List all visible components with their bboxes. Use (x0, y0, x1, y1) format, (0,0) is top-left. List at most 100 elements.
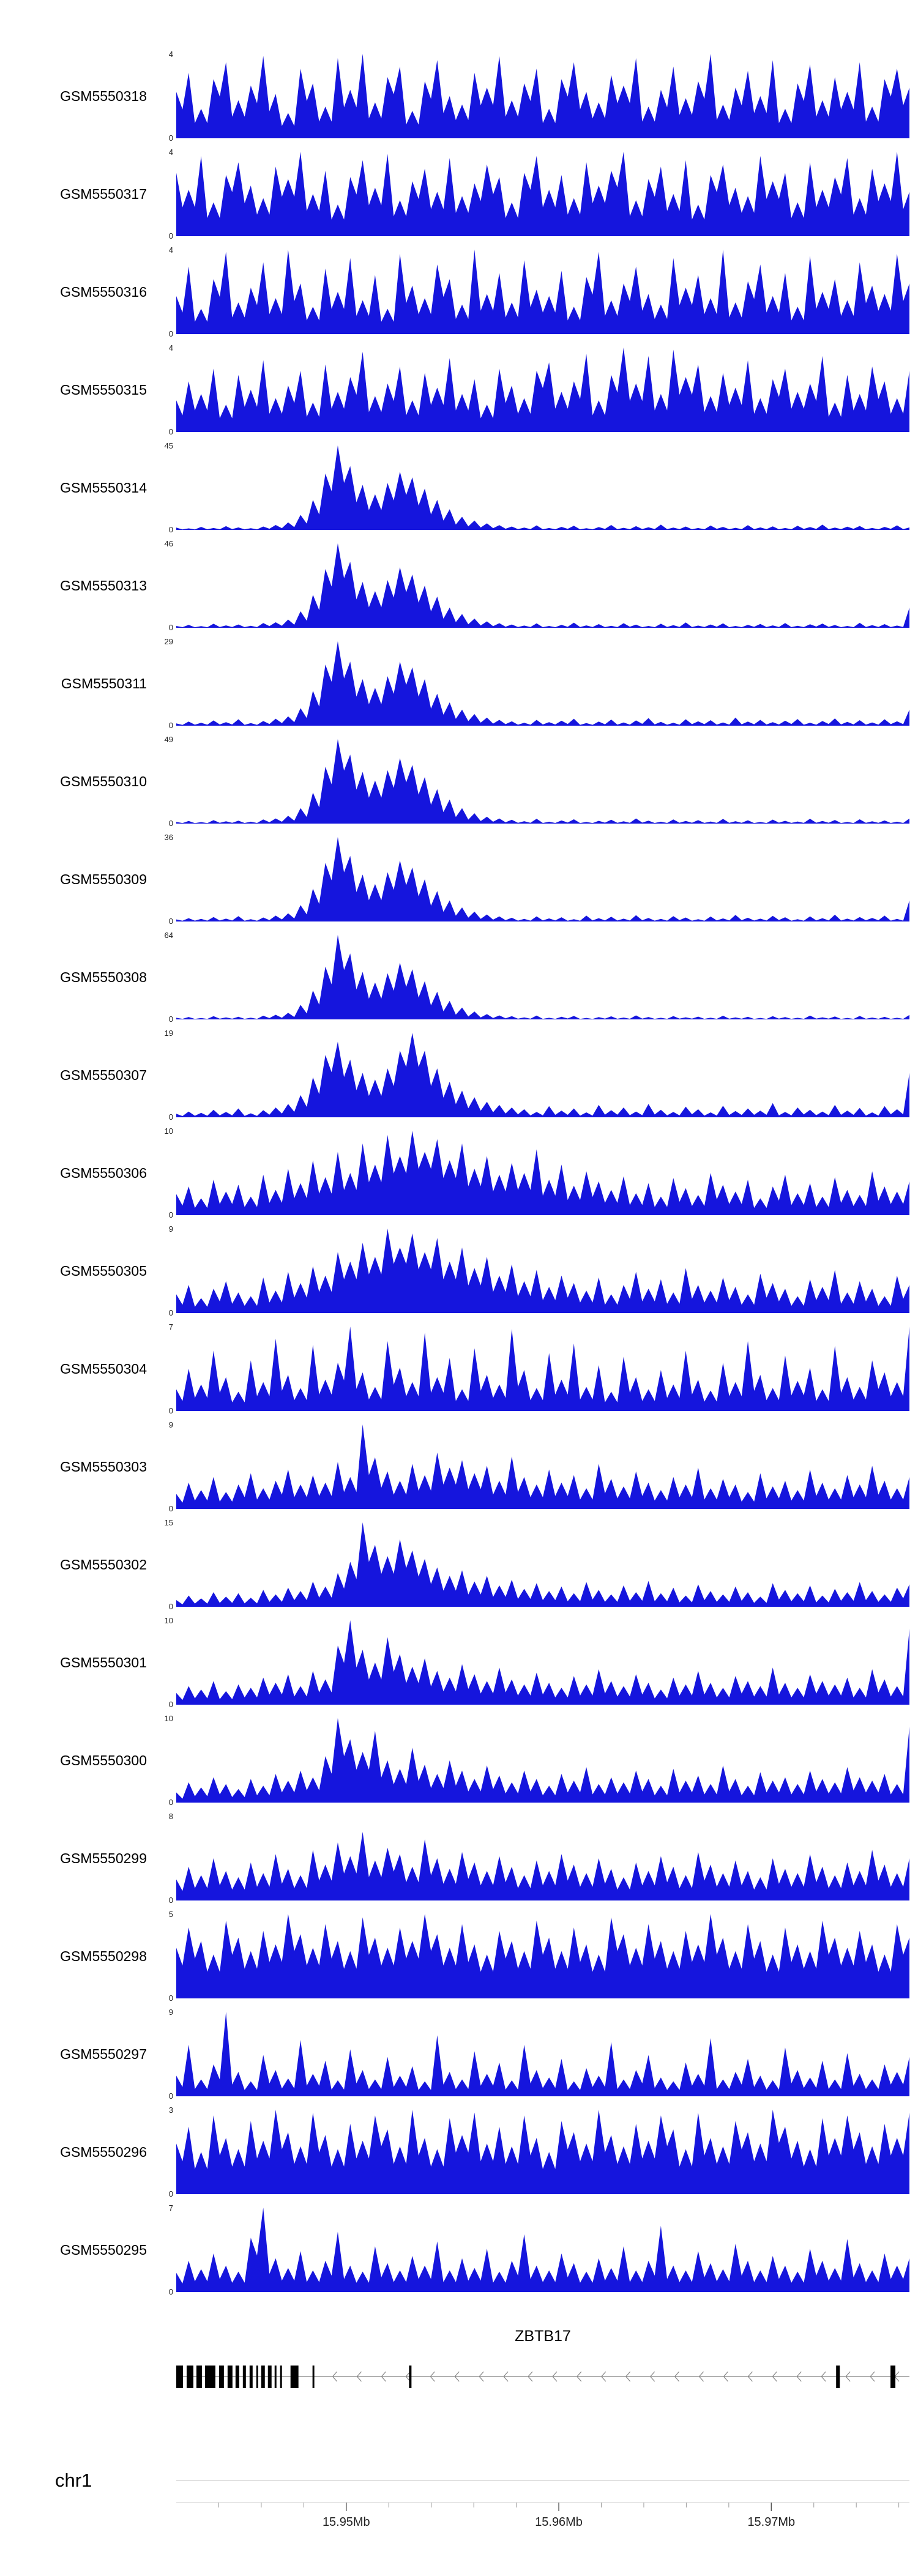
track-area-chart (176, 935, 909, 1019)
exon-block (218, 2366, 224, 2388)
gene-annotation-track: ZBTB17 (0, 2328, 918, 2400)
track-ymin-label: 0 (168, 2287, 173, 2296)
track-ymin-label: 0 (168, 1014, 173, 1024)
track-area-chart (176, 250, 909, 334)
track-area-chart (176, 1914, 909, 1998)
coverage-track-row: GSM5550309 36 0 (0, 833, 918, 926)
exon-block (290, 2366, 299, 2388)
strand-arrows (332, 2371, 900, 2382)
track-y-axis: 4 0 (153, 50, 176, 143)
coverage-track-row: GSM5550318 4 0 (0, 50, 918, 143)
track-y-axis: 15 0 (153, 1518, 176, 1611)
coverage-track-row: GSM5550297 9 0 (0, 2008, 918, 2101)
track-ymin-label: 0 (168, 2091, 173, 2101)
track-y-axis: 4 0 (153, 245, 176, 338)
track-ymin-label: 0 (168, 1798, 173, 1807)
coverage-track-row: GSM5550307 19 0 (0, 1029, 918, 1122)
track-y-axis: 49 0 (153, 735, 176, 828)
exon-block (256, 2366, 258, 2388)
track-area-chart (176, 2012, 909, 2096)
track-ymax-label: 46 (164, 539, 173, 548)
coverage-track-row: GSM5550296 3 0 (0, 2105, 918, 2198)
track-label: GSM5550299 (60, 1850, 147, 1866)
coverage-polygon (176, 54, 909, 138)
exon-block (280, 2366, 282, 2388)
track-label: GSM5550307 (60, 1067, 147, 1083)
track-ymax-label: 7 (168, 2203, 173, 2213)
coverage-polygon (176, 1522, 909, 1607)
track-y-axis: 9 0 (153, 1420, 176, 1513)
track-ymax-label: 8 (168, 1812, 173, 1821)
exon-block (312, 2366, 315, 2388)
coverage-polygon (176, 2208, 909, 2292)
exon-block (235, 2366, 239, 2388)
exon-block (204, 2366, 215, 2388)
coverage-track-row: GSM5550295 7 0 (0, 2203, 918, 2296)
coverage-polygon (176, 2012, 909, 2096)
coverage-polygon (176, 1131, 909, 1215)
track-ymax-label: 10 (164, 1126, 173, 1136)
axis-tick-label: 15.97Mb (747, 2515, 795, 2529)
coverage-polygon (176, 1718, 909, 1803)
track-label: GSM5550313 (60, 577, 147, 594)
track-area-chart (176, 1816, 909, 1900)
coverage-track-row: GSM5550305 9 0 (0, 1224, 918, 1317)
genome-axis-track: chr1 15.95Mb 15.96Mb 15.97Mb (0, 2470, 918, 2545)
coverage-track-row: GSM5550303 9 0 (0, 1420, 918, 1513)
track-y-axis: 10 0 (153, 1616, 176, 1709)
track-ymax-label: 10 (164, 1714, 173, 1723)
coverage-track-row: GSM5550300 10 0 (0, 1714, 918, 1807)
coverage-track-row: GSM5550317 4 0 (0, 147, 918, 240)
track-ymax-label: 64 (164, 931, 173, 940)
exon-block (249, 2366, 253, 2388)
track-label: GSM5550308 (60, 969, 147, 985)
track-y-axis: 9 0 (153, 1224, 176, 1317)
coverage-track-row: GSM5550313 46 0 (0, 539, 918, 632)
gene-name-label: ZBTB17 (515, 2328, 571, 2345)
track-ymax-label: 5 (168, 1910, 173, 1919)
track-ymax-label: 4 (168, 343, 173, 352)
track-ymin-label: 0 (168, 1210, 173, 1219)
track-ymax-label: 10 (164, 1616, 173, 1625)
track-label: GSM5550310 (60, 773, 147, 789)
track-y-axis: 10 0 (153, 1714, 176, 1807)
track-label: GSM5550316 (60, 283, 147, 300)
track-y-axis: 9 0 (153, 2008, 176, 2101)
track-ymax-label: 15 (164, 1518, 173, 1527)
coverage-polygon (176, 837, 909, 921)
coverage-track-row: GSM5550315 4 0 (0, 343, 918, 436)
track-ymax-label: 9 (168, 1224, 173, 1234)
track-y-axis: 5 0 (153, 1910, 176, 2003)
coverage-polygon (176, 445, 909, 530)
track-y-axis: 45 0 (153, 441, 176, 534)
coverage-polygon (176, 348, 909, 432)
track-ymax-label: 4 (168, 50, 173, 59)
gene-model (176, 2354, 909, 2400)
exon-block (274, 2366, 277, 2388)
coverage-polygon (176, 1229, 909, 1313)
track-ymin-label: 0 (168, 1504, 173, 1513)
exon-block (186, 2366, 193, 2388)
track-ymax-label: 36 (164, 833, 173, 842)
track-ymax-label: 49 (164, 735, 173, 744)
exon-block (267, 2366, 272, 2388)
coverage-track-row: GSM5550299 8 0 (0, 1812, 918, 1905)
track-y-axis: 29 0 (153, 637, 176, 730)
coverage-track-row: GSM5550308 64 0 (0, 931, 918, 1024)
track-ymin-label: 0 (168, 1112, 173, 1122)
track-area-chart (176, 1033, 909, 1117)
track-area-chart (176, 445, 909, 530)
track-ymax-label: 7 (168, 1322, 173, 1331)
track-area-chart (176, 152, 909, 236)
track-area-chart (176, 641, 909, 726)
track-ymin-label: 0 (168, 427, 173, 436)
track-y-axis: 10 0 (153, 1126, 176, 1219)
track-ymin-label: 0 (168, 1308, 173, 1317)
track-ymax-label: 19 (164, 1029, 173, 1038)
track-y-axis: 4 0 (153, 343, 176, 436)
exon-block (242, 2366, 246, 2388)
track-label: GSM5550314 (60, 479, 147, 496)
coverage-track-row: GSM5550301 10 0 (0, 1616, 918, 1709)
track-area-chart (176, 1229, 909, 1313)
